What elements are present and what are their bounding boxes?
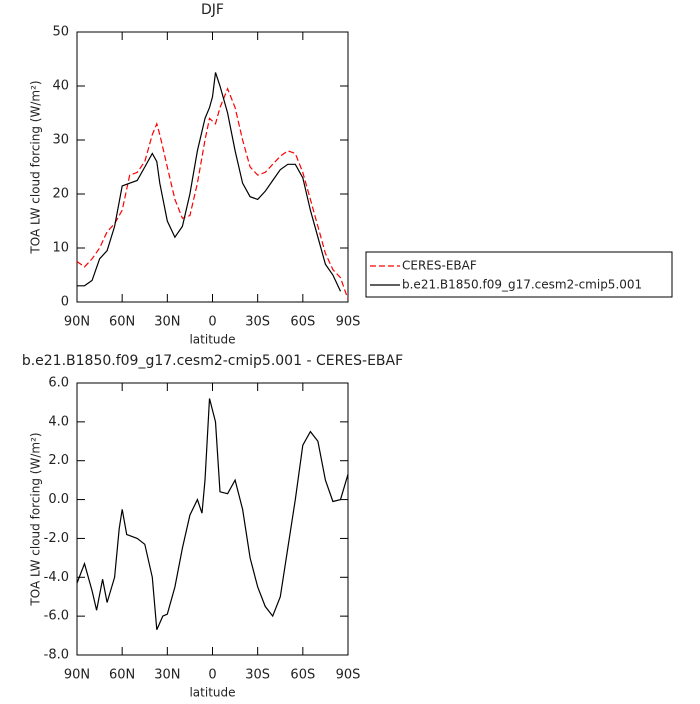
legend-box	[365, 251, 673, 298]
y-tick-label: 10	[52, 241, 69, 256]
y-tick-label: 30	[52, 133, 69, 148]
y-tick-label: 0	[61, 295, 69, 310]
x-tick-label: 0	[208, 315, 216, 330]
chart-title: DJF	[201, 2, 224, 18]
x-tick-label: 60N	[109, 668, 135, 683]
y-tick-label: 0.0	[48, 492, 69, 507]
x-tick-label: 60S	[290, 315, 315, 330]
x-tick-label: 90S	[336, 668, 361, 683]
y-tick-label: 40	[52, 79, 69, 94]
x-tick-label: 30S	[245, 315, 270, 330]
y-tick-label: 50	[52, 25, 69, 40]
y-tick-label: 6.0	[48, 376, 69, 391]
x-axis-label: latitude	[189, 333, 235, 347]
y-tick-label: 20	[52, 187, 69, 202]
x-tick-label: 30N	[154, 668, 180, 683]
plot-frame	[76, 382, 349, 656]
y-tick-label: -6.0	[44, 609, 69, 624]
plot-frame	[76, 31, 349, 303]
legend-label: b.e21.B1850.f09_g17.cesm2-cmip5.001	[402, 278, 642, 292]
x-axis-label: latitude	[189, 686, 235, 700]
data-line	[77, 72, 342, 292]
y-tick-label: -8.0	[44, 648, 69, 663]
x-tick-label: 60S	[290, 668, 315, 683]
x-tick-label: 60N	[109, 315, 135, 330]
x-tick-label: 0	[208, 668, 216, 683]
x-tick-label: 30N	[154, 315, 180, 330]
y-tick-label: -2.0	[44, 531, 69, 546]
y-axis-label: TOA LW cloud forcing (W/m²)	[29, 80, 43, 254]
legend-label: CERES-EBAF	[402, 259, 477, 273]
x-tick-label: 30S	[245, 668, 270, 683]
x-tick-label: 90N	[64, 668, 90, 683]
y-tick-label: 2.0	[48, 453, 69, 468]
y-tick-label: 4.0	[48, 414, 69, 429]
data-line	[76, 398, 349, 630]
data-line	[76, 87, 349, 300]
y-tick-label: -4.0	[44, 570, 69, 585]
x-tick-label: 90N	[64, 315, 90, 330]
chart-title: b.e21.B1850.f09_g17.cesm2-cmip5.001 - CE…	[22, 353, 403, 369]
x-tick-label: 90S	[336, 315, 361, 330]
y-axis-label: TOA LW cloud forcing (W/m²)	[29, 432, 43, 606]
